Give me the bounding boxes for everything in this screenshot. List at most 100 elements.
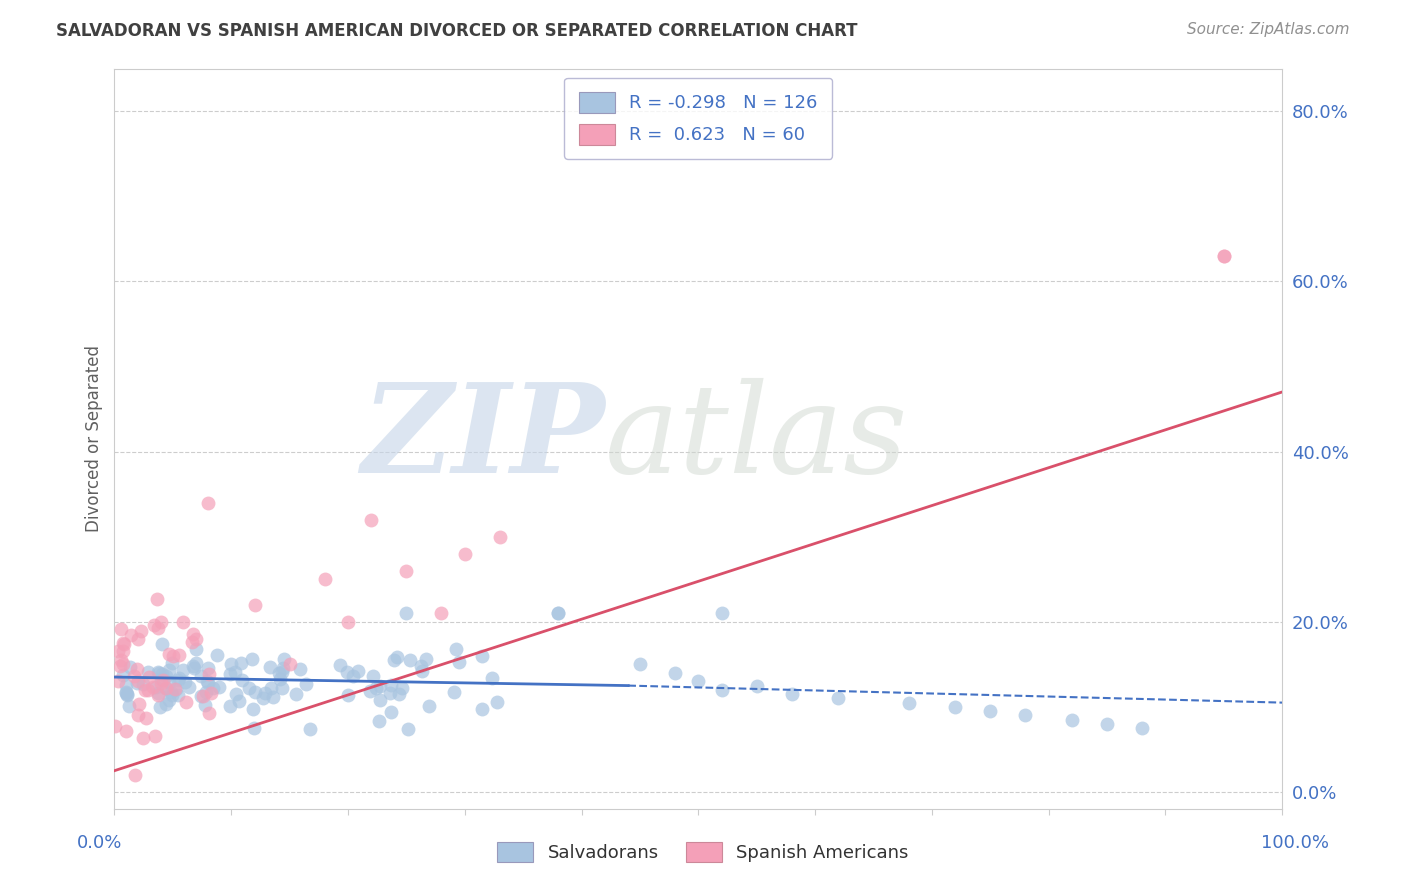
Point [364, 681, 387, 696]
Point [1095, 717, 1118, 731]
Point [288, 662, 311, 676]
Point [1212, 249, 1234, 263]
Point [897, 696, 920, 710]
Point [149, 673, 172, 687]
Point [181, 658, 204, 673]
Point [160, 685, 183, 699]
Point [146, 665, 169, 679]
Point [243, 685, 266, 699]
Point [267, 666, 290, 681]
Point [142, 680, 165, 694]
Text: SALVADORAN VS SPANISH AMERICAN DIVORCED OR SEPARATED CORRELATION CHART: SALVADORAN VS SPANISH AMERICAN DIVORCED … [56, 22, 858, 40]
Point [132, 676, 155, 690]
Point [186, 632, 208, 646]
Point [146, 688, 169, 702]
Text: atlas: atlas [605, 378, 908, 500]
Point [124, 669, 146, 683]
Point [370, 679, 392, 693]
Point [688, 674, 710, 689]
Point [242, 702, 264, 716]
Point [165, 681, 187, 696]
Text: ZIP: ZIP [361, 378, 605, 500]
Point [167, 648, 190, 662]
Point [127, 674, 149, 689]
Point [165, 681, 187, 696]
Point [337, 688, 360, 702]
Point [449, 655, 471, 669]
Point [197, 661, 219, 675]
Point [184, 656, 207, 670]
Point [191, 689, 214, 703]
Point [148, 666, 170, 681]
Point [150, 637, 173, 651]
Point [228, 694, 250, 708]
Point [342, 668, 364, 682]
Point [118, 698, 141, 713]
Text: 100.0%: 100.0% [1261, 834, 1329, 852]
Point [1060, 713, 1083, 727]
Point [368, 692, 391, 706]
Point [155, 681, 177, 695]
Point [181, 635, 204, 649]
Point [155, 669, 177, 683]
Point [195, 684, 218, 698]
Point [488, 530, 510, 544]
Point [127, 632, 149, 646]
Point [224, 665, 246, 680]
Point [547, 606, 569, 620]
Point [201, 681, 224, 695]
Point [152, 666, 174, 681]
Point [336, 615, 359, 629]
Point [134, 682, 156, 697]
Point [368, 714, 391, 729]
Point [260, 681, 283, 696]
Point [271, 681, 294, 695]
Point [388, 688, 411, 702]
Point [107, 673, 129, 688]
Point [146, 592, 169, 607]
Point [271, 661, 294, 675]
Point [253, 686, 276, 700]
Point [295, 677, 318, 691]
Point [108, 659, 131, 673]
Point [198, 706, 221, 720]
Point [150, 676, 173, 690]
Point [155, 681, 177, 695]
Text: 0.0%: 0.0% [77, 834, 122, 852]
Point [411, 659, 433, 673]
Point [152, 673, 174, 688]
Point [395, 564, 418, 578]
Point [125, 676, 148, 690]
Point [243, 598, 266, 612]
Point [104, 719, 127, 733]
Point [454, 547, 477, 561]
Point [207, 680, 229, 694]
Legend: Salvadorans, Spanish Americans: Salvadorans, Spanish Americans [489, 834, 917, 870]
Point [943, 699, 966, 714]
Point [827, 691, 849, 706]
Point [1212, 249, 1234, 263]
Point [162, 648, 184, 663]
Point [628, 657, 651, 672]
Point [219, 667, 242, 681]
Point [710, 682, 733, 697]
Point [380, 705, 402, 719]
Point [115, 723, 138, 738]
Point [162, 656, 184, 670]
Point [135, 711, 157, 725]
Point [172, 663, 194, 677]
Point [361, 669, 384, 683]
Point [160, 689, 183, 703]
Point [129, 624, 152, 639]
Point [172, 615, 194, 629]
Point [481, 671, 503, 685]
Point [252, 691, 274, 706]
Point [1130, 721, 1153, 735]
Point [395, 606, 418, 620]
Point [155, 698, 177, 712]
Point [238, 681, 260, 695]
Point [127, 708, 149, 723]
Point [284, 687, 307, 701]
Point [190, 669, 212, 683]
Point [278, 657, 301, 672]
